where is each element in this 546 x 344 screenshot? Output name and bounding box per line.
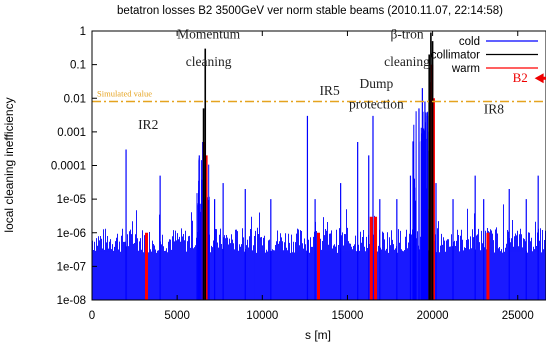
x-tick-label: 0 [89, 310, 95, 322]
chart-title: betatron losses B2 3500GeV ver norm stab… [117, 5, 503, 17]
y-tick-label: 1 [80, 26, 86, 38]
y-tick-label: 0.0001 [51, 161, 86, 173]
annotation-label: cleaning [186, 54, 232, 69]
y-tick-label: 0.01 [64, 93, 86, 105]
arrowhead-icon [534, 73, 544, 84]
annotation-label: Momentum [177, 26, 240, 41]
y-axis-label: local cleaning inefficiency [2, 97, 16, 232]
y-tick-label: 1e-06 [57, 228, 86, 240]
simulated-value-label: Simulated value [97, 89, 152, 99]
annotation-label: B2 [513, 70, 528, 85]
x-tick-label: 10000 [246, 310, 278, 322]
annotation-label: cleaning [384, 54, 430, 69]
simulated-value-layer: Simulated value [92, 89, 546, 103]
x-tick-label: 25000 [502, 310, 534, 322]
x-tick-label: 15000 [331, 310, 363, 322]
legend-label: warm [451, 63, 480, 75]
annotation-label: IR5 [319, 83, 340, 98]
annotation-label: protection [349, 96, 404, 111]
annotation-layer: Momentum cleaning β-tron cleaning IR5 Dump pro… [138, 26, 546, 132]
y-tick-label: 1e-05 [57, 194, 86, 206]
annotation-label: IR8 [484, 102, 505, 117]
x-axis-label: s [m] [305, 328, 331, 342]
axes-layer: 0 5000 10000 15000 20000 25000 1e-08 1e-07 1e-06… [51, 26, 546, 322]
y-tick-label: 1e-08 [57, 295, 86, 307]
x-tick-label: 20000 [417, 310, 449, 322]
annotation-label: β-tron [390, 26, 423, 41]
series-marks-layer [125, 32, 539, 300]
legend-label: collimator [431, 50, 480, 62]
y-tick-label: 1e-07 [57, 261, 86, 273]
legend-label: cold [459, 36, 480, 48]
y-tick-label: 0.001 [57, 127, 86, 139]
y-tick-label: 0.1 [70, 60, 86, 72]
x-tick-label: 5000 [164, 310, 190, 322]
annotation-label: Dump [360, 76, 394, 91]
annotation-label: IR2 [138, 117, 158, 132]
